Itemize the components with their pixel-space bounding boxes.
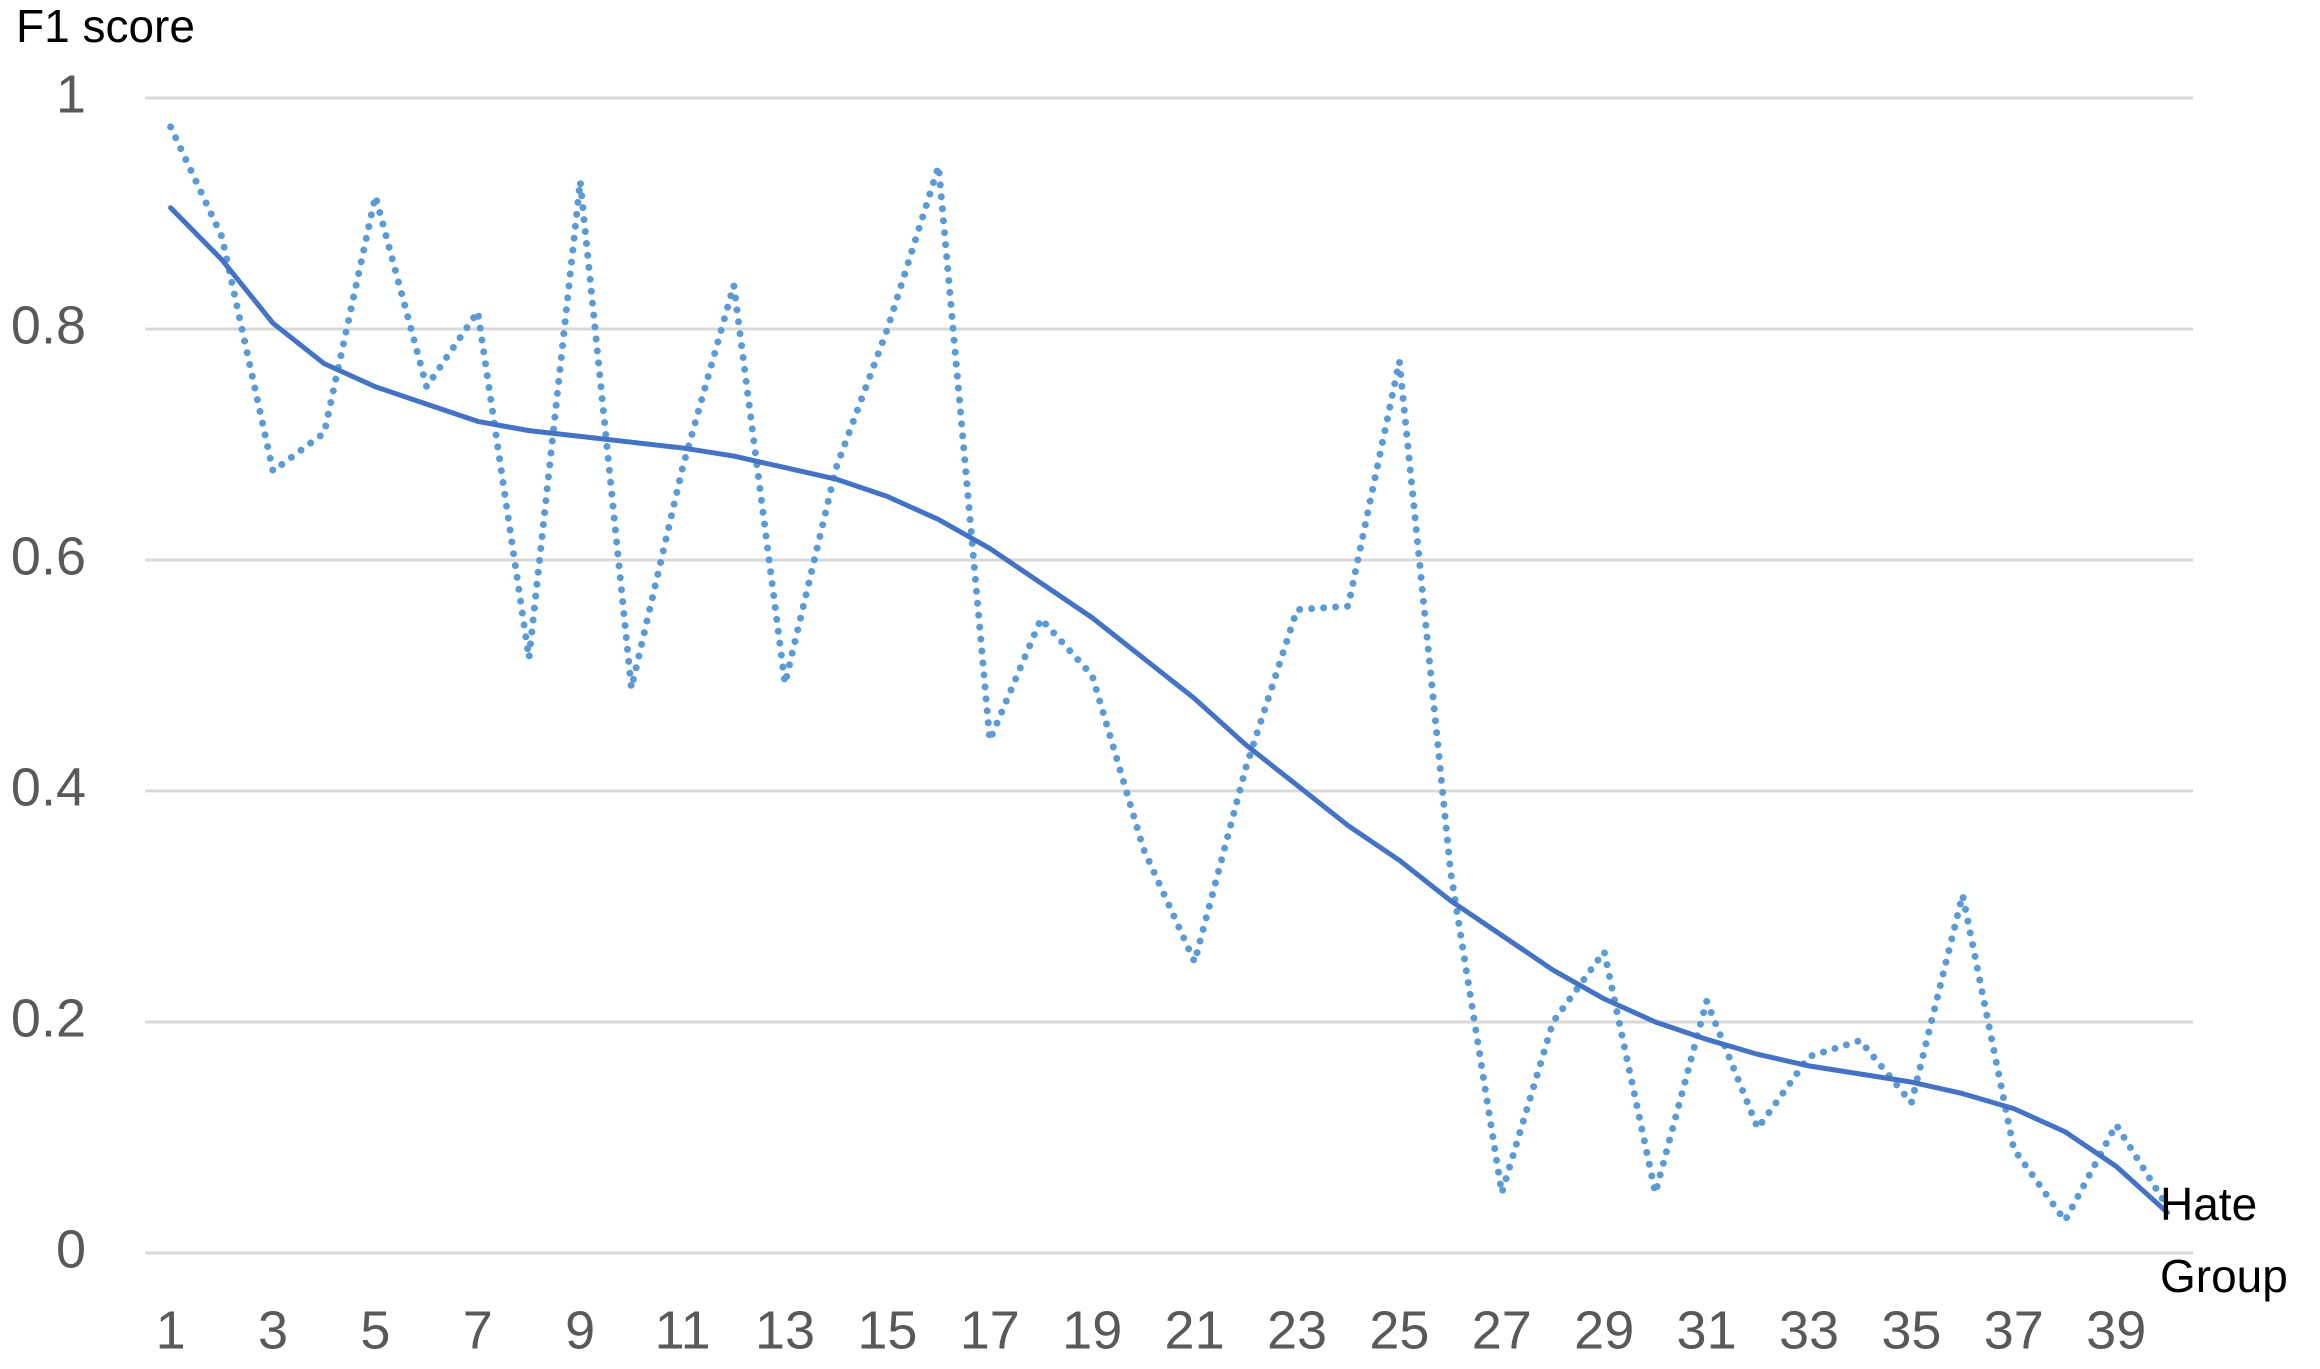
x-tick-label: 21 xyxy=(1165,1300,1225,1360)
x-axis-title: Hate Group xyxy=(2160,1178,2288,1302)
y-tick-label: 0.4 xyxy=(11,757,86,817)
x-tick-label: 9 xyxy=(565,1300,595,1360)
y-tick-label: 0.2 xyxy=(11,988,86,1048)
series-line xyxy=(167,123,2171,1225)
y-axis-title: F1 score xyxy=(16,0,195,52)
y-tick-label: 0.8 xyxy=(11,295,86,355)
y-tick-label: 1 xyxy=(56,64,86,124)
y-tick-label: 0.6 xyxy=(11,526,86,586)
y-tick-label: 0 xyxy=(56,1219,86,1279)
x-tick-label: 35 xyxy=(1881,1300,1941,1360)
x-tick-label: 17 xyxy=(960,1300,1020,1360)
x-tick-label: 33 xyxy=(1779,1300,1839,1360)
x-tick-label: 3 xyxy=(258,1300,288,1360)
series-line xyxy=(168,205,2170,1216)
x-tick-label: 1 xyxy=(156,1300,186,1360)
x-tick-label: 37 xyxy=(1984,1300,2044,1360)
x-tick-label: 15 xyxy=(857,1300,917,1360)
x-tick-label: 13 xyxy=(755,1300,815,1360)
x-tick-label: 23 xyxy=(1267,1300,1327,1360)
x-tick-label: 19 xyxy=(1062,1300,1122,1360)
x-tick-label: 7 xyxy=(463,1300,493,1360)
x-tick-label: 11 xyxy=(655,1300,711,1360)
x-tick-label: 5 xyxy=(360,1300,390,1360)
x-tick-label: 31 xyxy=(1677,1300,1737,1360)
x-tick-label: 29 xyxy=(1574,1300,1634,1360)
x-tick-label: 25 xyxy=(1369,1300,1429,1360)
x-tick-label: 27 xyxy=(1472,1300,1532,1360)
x-tick-label: 39 xyxy=(2086,1300,2146,1360)
